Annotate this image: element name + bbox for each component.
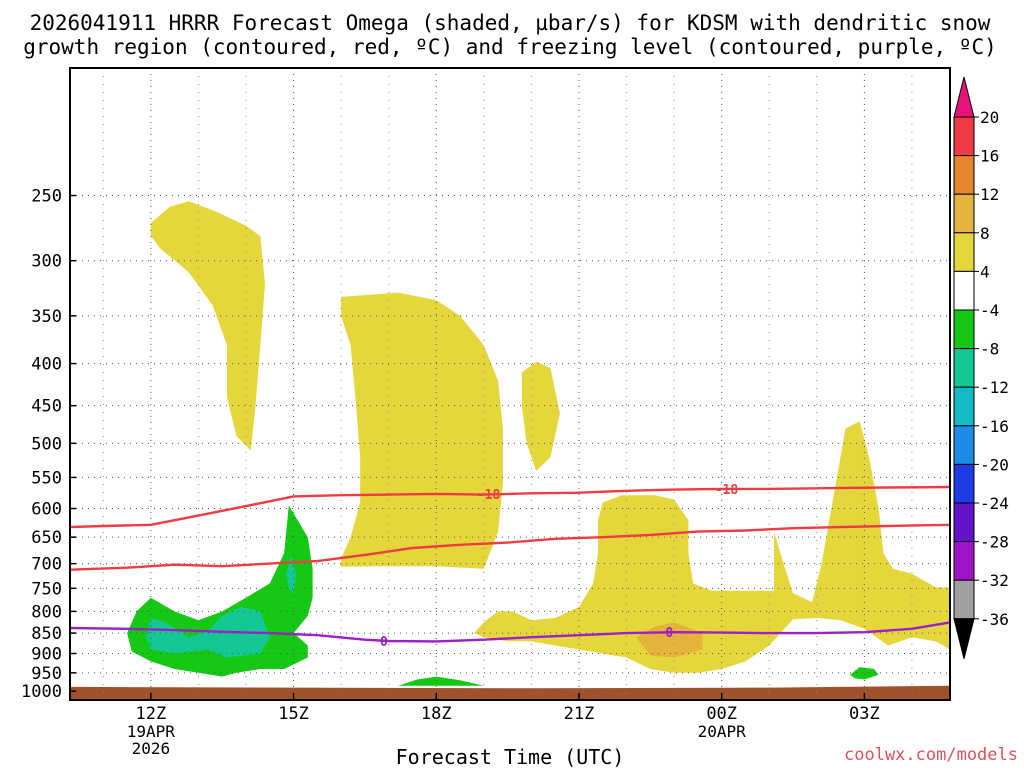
- colorbar-label: -32: [980, 571, 1009, 590]
- colorbar-swatch: [953, 309, 975, 350]
- omega-region-green: [850, 667, 879, 680]
- y-tick-label: 1000: [21, 682, 62, 702]
- colorbar-label: -12: [980, 378, 1009, 397]
- colorbar-label: -24: [980, 494, 1009, 513]
- colorbar-swatch: [953, 541, 975, 581]
- x-tick-label: 15Z: [278, 704, 309, 724]
- omega-shading: [70, 201, 950, 700]
- colorbar: 20 16 12 8 4 -4 -8 -12 -16 -20 -24 -28 -32 -36: [953, 76, 1009, 659]
- x-tick-label: 21Z: [564, 704, 595, 724]
- omega-region-yellow: [521, 361, 560, 471]
- y-tick-label: 400: [31, 355, 62, 375]
- colorbar-swatch: [953, 463, 975, 504]
- contour-label: -18: [477, 488, 501, 503]
- y-tick-label: 350: [31, 307, 62, 327]
- colorbar-top-arrow: [953, 76, 975, 118]
- colorbar-swatch: [953, 425, 975, 465]
- y-tick-label: 300: [31, 252, 62, 272]
- colorbar-swatch: [953, 386, 975, 427]
- x-tick-date: 20APR: [698, 722, 747, 741]
- contour-label: 0: [380, 635, 388, 650]
- contour-labels: -18 -18 0 0: [380, 483, 739, 650]
- y-tick-label: 950: [31, 664, 62, 684]
- colorbar-swatch: [953, 193, 975, 234]
- y-tick-label: 450: [31, 397, 62, 417]
- chart-title-line1: 2026041911 HRRR Forecast Omega (shaded, …: [30, 11, 991, 35]
- contours: [69, 485, 951, 643]
- y-tick-label: 750: [31, 579, 62, 599]
- x-axis-label: Forecast Time (UTC): [396, 745, 625, 768]
- omega-region-green: [398, 676, 484, 686]
- contour-line--12: [69, 523, 951, 571]
- y-axis: 2503003504004505005506006507007508008509…: [21, 187, 76, 702]
- x-tick-date: 19APR: [127, 722, 176, 741]
- colorbar-swatch: [953, 232, 975, 272]
- colorbar-swatch: [953, 116, 975, 157]
- colorbar-label: -8: [980, 340, 999, 359]
- contour-line-0: [69, 621, 951, 643]
- colorbar-label: -20: [980, 455, 1009, 474]
- x-tick-label: 03Z: [849, 704, 880, 724]
- colorbar-label: -16: [980, 417, 1009, 436]
- y-tick-label: 650: [31, 528, 62, 548]
- y-tick-label: 550: [31, 468, 62, 488]
- colorbar-swatch: [953, 155, 975, 195]
- omega-region-yellow: [474, 421, 950, 673]
- colorbar-label: -4: [980, 301, 999, 320]
- colorbar-label: 8: [980, 224, 990, 243]
- contour-label: 0: [665, 626, 673, 641]
- y-tick-label: 850: [31, 624, 62, 644]
- colorbar-swatch: [953, 348, 975, 388]
- x-tick-label: 12Z: [136, 704, 167, 724]
- x-tick-label: 00Z: [706, 704, 737, 724]
- colorbar-label: 12: [980, 185, 999, 204]
- colorbar-label: -36: [980, 610, 1009, 629]
- y-tick-label: 700: [31, 555, 62, 575]
- chart-title-line2: growth region (contoured, red, ºC) and f…: [23, 35, 997, 59]
- omega-region-yellow: [341, 292, 503, 569]
- contour-line--18: [69, 485, 951, 529]
- x-tick-year: 2026: [132, 739, 171, 758]
- watermark: coolwx.com/models: [844, 745, 1018, 765]
- contour-label: -18: [715, 483, 739, 498]
- omega-region-yellow: [150, 201, 265, 451]
- y-tick-label: 800: [31, 602, 62, 622]
- colorbar-bottom-arrow: [953, 618, 975, 659]
- y-tick-label: 900: [31, 645, 62, 665]
- omega-region-teal: [286, 555, 296, 594]
- colorbar-label: 20: [980, 108, 999, 127]
- colorbar-label: -28: [980, 533, 1009, 552]
- plot-frame: [69, 67, 951, 701]
- omega-region-ground: [70, 685, 950, 700]
- colorbar-label: 4: [980, 262, 990, 281]
- y-tick-label: 250: [31, 187, 62, 207]
- colorbar-swatch: [953, 502, 975, 543]
- y-tick-label: 500: [31, 434, 62, 454]
- x-tick-label: 18Z: [421, 704, 452, 724]
- colorbar-label: 16: [980, 147, 999, 166]
- colorbar-swatch: [953, 270, 975, 311]
- colorbar-swatch: [953, 579, 975, 620]
- y-tick-label: 600: [31, 500, 62, 520]
